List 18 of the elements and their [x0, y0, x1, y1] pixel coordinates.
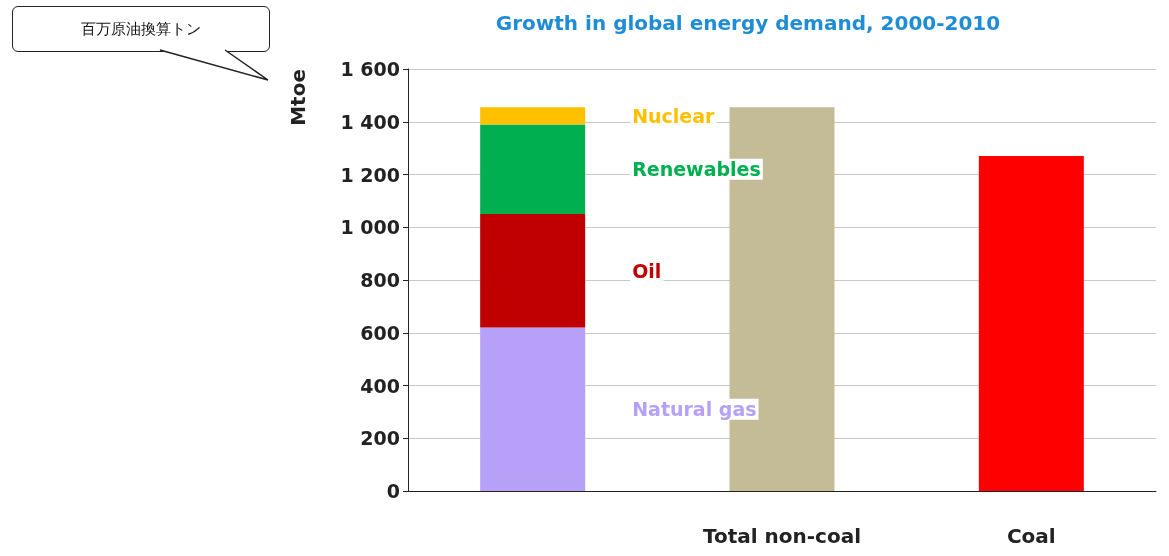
y-tick-label: 1 600	[340, 58, 400, 80]
y-tick-label: 400	[360, 374, 400, 397]
y-axis-title: Mtoe	[286, 69, 310, 126]
text: Natural gas	[632, 398, 757, 421]
text: Oil	[632, 259, 662, 282]
text: Renewables	[632, 158, 761, 181]
x-tick-label: Coal	[1006, 524, 1056, 548]
y-tick-label: 200	[360, 427, 400, 450]
text: Nuclear	[632, 104, 716, 127]
y-tick-label: 0	[386, 480, 400, 502]
y-tick-label: 800	[360, 269, 400, 291]
y-tick-label: 1 000	[340, 216, 400, 239]
x-tick-label: Total non-coal	[702, 524, 862, 548]
y-tick-label: 1 400	[340, 110, 400, 133]
text: 百万原油換算トン	[12, 6, 270, 52]
y-tick-label: 600	[360, 321, 400, 344]
y-tick-label: 1 200	[340, 163, 400, 186]
chart-title: Growth in global energy demand, 2000-2010	[495, 11, 1001, 35]
